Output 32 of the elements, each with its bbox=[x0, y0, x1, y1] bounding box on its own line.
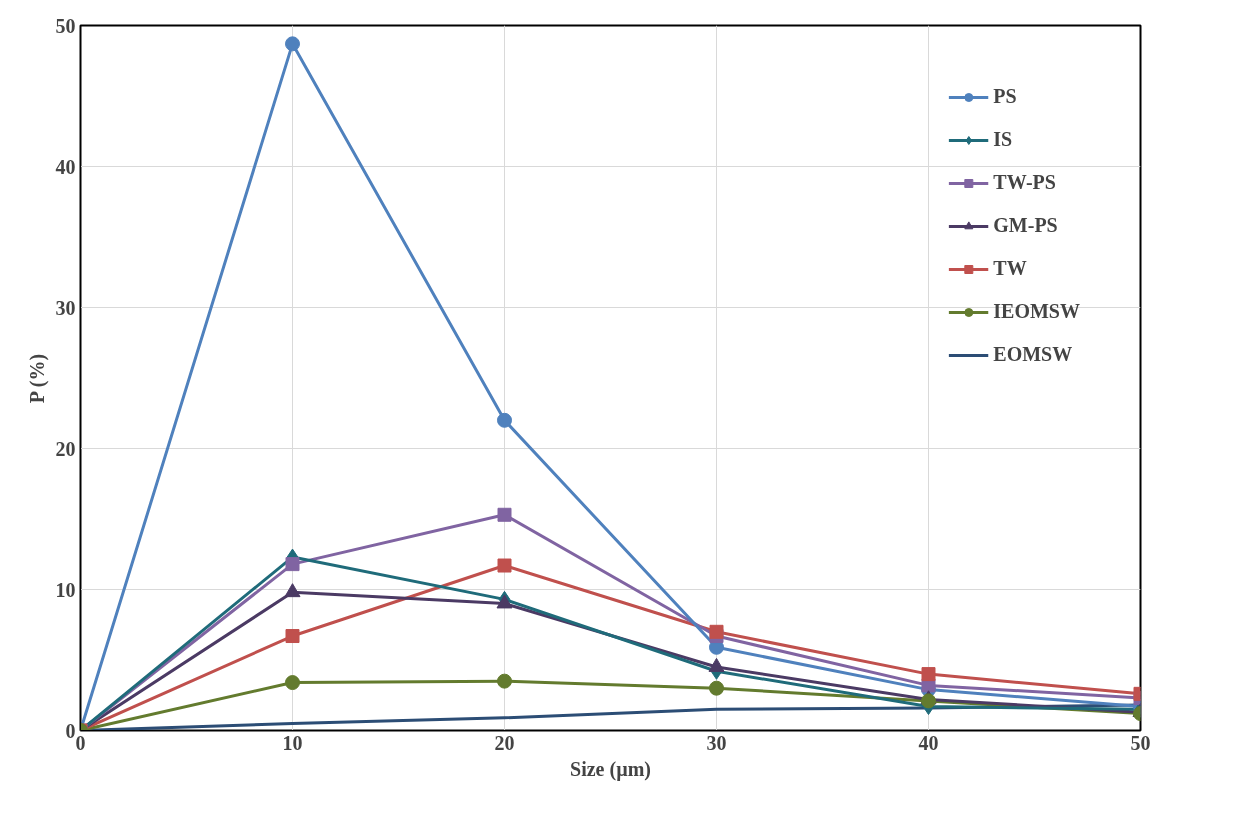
x-tick-label: 30 bbox=[706, 731, 727, 754]
x-tick-label: 10 bbox=[282, 731, 303, 754]
y-axis-title: P (%) bbox=[25, 353, 49, 404]
legend-label: PS bbox=[993, 85, 1017, 108]
point bbox=[284, 583, 301, 598]
point bbox=[285, 629, 300, 644]
point bbox=[497, 673, 512, 689]
point bbox=[709, 624, 724, 639]
x-tick-label: 20 bbox=[494, 731, 515, 754]
legend-label: GM-PS bbox=[993, 214, 1058, 237]
point bbox=[285, 675, 300, 691]
point bbox=[497, 412, 512, 428]
x-tick-label: 40 bbox=[918, 731, 939, 754]
y-tick-label: 20 bbox=[55, 437, 76, 460]
point bbox=[285, 557, 300, 572]
x-tick-label: 50 bbox=[1130, 731, 1151, 754]
point bbox=[285, 36, 300, 52]
y-tick-label: 10 bbox=[55, 578, 76, 601]
legend-label: IS bbox=[993, 128, 1014, 151]
y-tick-label: 30 bbox=[55, 296, 76, 319]
point bbox=[921, 667, 936, 682]
y-tick-label: 50 bbox=[55, 14, 76, 37]
legend-label: EOMSW bbox=[993, 343, 1073, 366]
legend-label: TW bbox=[993, 257, 1027, 280]
point bbox=[709, 680, 724, 696]
point bbox=[921, 693, 936, 709]
x-axis-title: Size (µm) bbox=[570, 757, 651, 781]
point bbox=[497, 507, 512, 522]
y-tick-label: 40 bbox=[55, 155, 76, 178]
point bbox=[497, 558, 512, 573]
legend-label: IEOMSW bbox=[993, 300, 1080, 323]
legend-label: TW-PS bbox=[993, 171, 1056, 194]
